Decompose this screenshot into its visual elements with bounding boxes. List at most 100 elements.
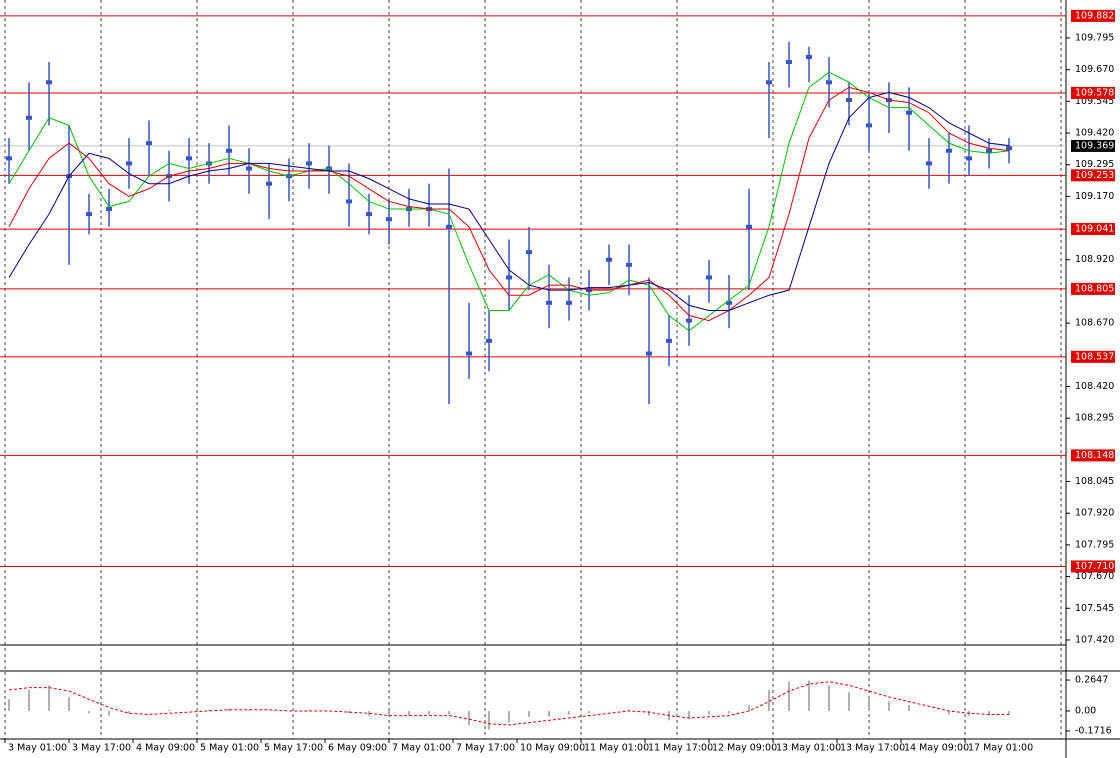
level-label: 108.805	[1075, 283, 1114, 294]
candle-close	[386, 217, 392, 222]
y-tick-label: -0.1716	[1075, 725, 1112, 736]
signal-line	[8, 681, 1009, 726]
histogram-bar	[248, 709, 250, 711]
candle-close	[366, 212, 372, 217]
candle-close	[826, 80, 832, 85]
x-tick-label: 4 May 09:00	[136, 743, 195, 754]
level-label: 109.041	[1075, 224, 1114, 235]
histogram-bar	[748, 705, 750, 711]
y-tick-label: 109.170	[1075, 191, 1114, 202]
level-box	[1071, 350, 1115, 363]
candle-close	[46, 80, 52, 85]
level-label: 109.578	[1075, 87, 1114, 98]
histogram-bar	[688, 710, 690, 720]
level-label: 109.253	[1075, 170, 1114, 181]
histogram-bar	[848, 692, 850, 711]
candle-close	[726, 300, 732, 305]
candle-close	[646, 351, 652, 356]
candle-close	[1006, 146, 1012, 151]
candle-close	[266, 181, 272, 186]
histogram-bar	[388, 710, 390, 717]
candle-close	[446, 224, 452, 229]
level-box	[1071, 9, 1115, 22]
x-tick-label: 5 May 01:00	[200, 743, 259, 754]
histogram-bar	[448, 710, 450, 715]
x-tick-label: 7 May 01:00	[392, 743, 451, 754]
x-tick-label: 6 May 09:00	[328, 743, 387, 754]
moving-average	[8, 71, 1010, 332]
histogram-bar	[88, 710, 90, 714]
histogram-bar	[588, 710, 590, 714]
level-label: 107.710	[1075, 561, 1114, 572]
candle-close	[146, 141, 152, 146]
x-tick-label: 13 May 01:00	[776, 743, 841, 754]
x-tick-label: 11 May 17:00	[648, 743, 713, 754]
candle-close	[686, 318, 692, 323]
candle-close	[706, 275, 712, 280]
y-tick-label: 109.420	[1075, 128, 1114, 139]
histogram-bar	[48, 685, 50, 711]
histogram-bar	[768, 689, 770, 711]
candle-close	[746, 224, 752, 229]
candle-close	[466, 351, 472, 356]
candle-close	[126, 161, 132, 166]
y-tick-label: 109.545	[1075, 96, 1114, 107]
histogram-bar	[648, 710, 650, 716]
histogram-bar	[68, 696, 70, 711]
histogram-bar	[168, 709, 170, 711]
candle-close	[906, 110, 912, 115]
candle-close	[786, 60, 792, 65]
candle-close	[966, 156, 972, 161]
x-tick-label: 5 May 17:00	[264, 743, 323, 754]
moving-average	[8, 86, 1010, 322]
histogram-bar	[468, 710, 470, 725]
histogram-bar	[408, 710, 410, 716]
x-tick-label: 10 May 09:00	[520, 743, 585, 754]
candle-close	[626, 262, 632, 267]
candle-close	[546, 300, 552, 305]
candle-close	[106, 207, 112, 212]
candle-close	[26, 115, 32, 120]
x-tick-label: 3 May 17:00	[72, 743, 131, 754]
level-box	[1071, 560, 1115, 573]
x-tick-label: 7 May 17:00	[456, 743, 515, 754]
current-price-box	[1071, 139, 1115, 152]
histogram-bar	[948, 710, 950, 715]
y-tick-label: 109.795	[1075, 32, 1114, 43]
x-tick-label: 11 May 01:00	[584, 743, 649, 754]
candle-close	[926, 161, 932, 166]
y-tick-label: 108.670	[1075, 318, 1114, 329]
y-tick-label: 109.295	[1075, 159, 1114, 170]
candle-close	[6, 156, 12, 161]
histogram-bar	[508, 710, 510, 723]
candle-close	[506, 275, 512, 280]
y-tick-label: 109.670	[1075, 64, 1114, 75]
y-tick-label: 108.920	[1075, 254, 1114, 265]
y-tick-label: 107.670	[1075, 571, 1114, 582]
moving-average	[8, 91, 1010, 311]
level-box	[1071, 86, 1115, 99]
candle-close	[346, 199, 352, 204]
histogram-bar	[28, 689, 30, 711]
histogram-bar	[888, 701, 890, 711]
y-tick-label: 107.420	[1075, 634, 1114, 645]
level-label: 108.148	[1075, 450, 1114, 461]
candle-close	[226, 148, 232, 153]
candle-close	[526, 250, 532, 255]
histogram-bar	[628, 709, 630, 711]
level-label: 109.882	[1075, 10, 1114, 21]
level-box	[1071, 223, 1115, 236]
histogram-bar	[368, 710, 370, 716]
candle-close	[866, 123, 872, 128]
histogram-bar	[548, 710, 550, 717]
y-tick-label: 107.795	[1075, 539, 1114, 550]
histogram-bar	[908, 705, 910, 711]
histogram-bar	[308, 709, 310, 711]
candle-close	[306, 161, 312, 166]
y-tick-label: 108.420	[1075, 381, 1114, 392]
histogram-bar	[988, 710, 990, 716]
candle-close	[186, 156, 192, 161]
histogram-bar	[708, 710, 710, 715]
y-tick-label: 107.545	[1075, 603, 1114, 614]
